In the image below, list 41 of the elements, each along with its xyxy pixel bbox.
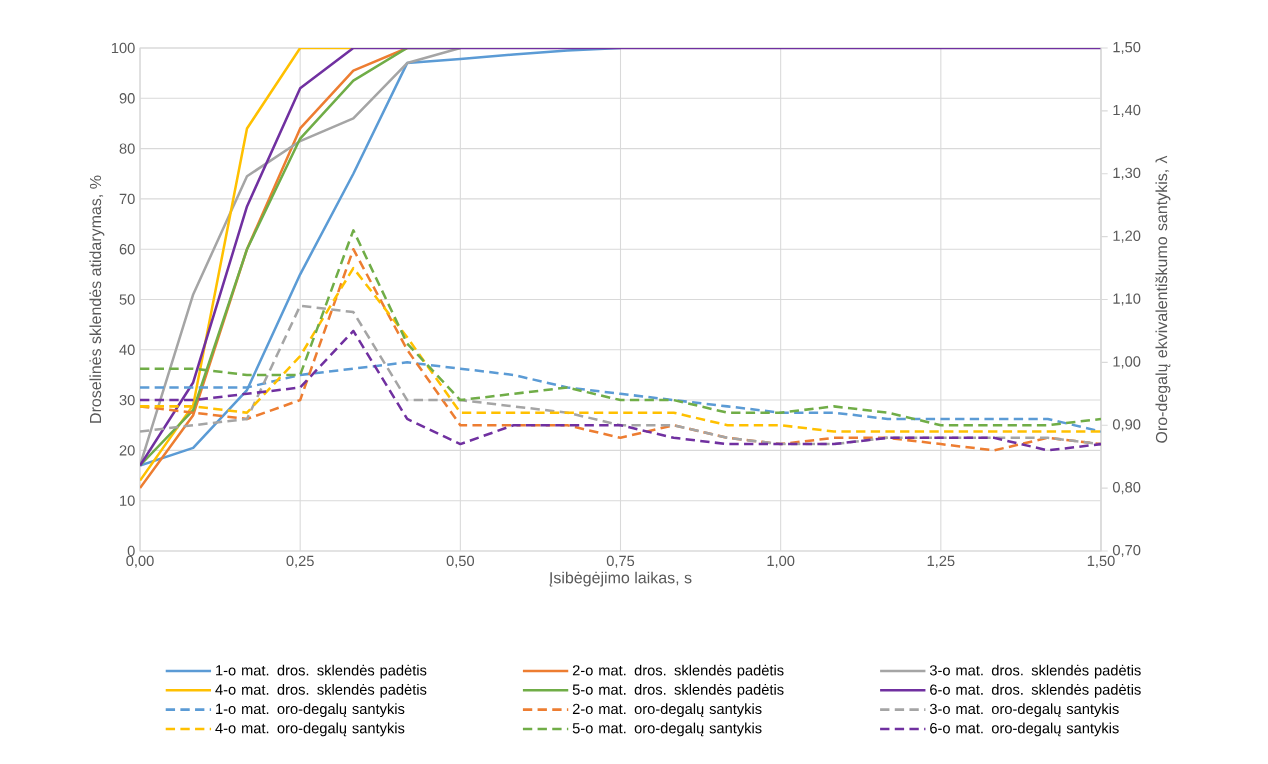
x-tick-label: 0,75 — [606, 555, 635, 568]
x-tick-label: 1,25 — [927, 555, 955, 568]
y-tick-label: 100 — [111, 42, 135, 54]
x-tick-label: 1,50 — [1087, 555, 1115, 568]
y-tick-label: 0 — [127, 545, 135, 557]
legend-label: 2-o mat. dros. sklendės padėtis — [572, 664, 784, 679]
y-tick-label: 60 — [119, 244, 135, 255]
y2-tick-label: 1,10 — [1113, 293, 1141, 306]
x-axis-title: Įsibėgėjimo laikas, s — [549, 571, 692, 587]
y-tick-label: 40 — [119, 344, 135, 355]
x-tick-label: 0,25 — [286, 555, 314, 568]
y2-tick-label: 0,80 — [1112, 482, 1141, 495]
y2-tick-label: 1,40 — [1113, 104, 1141, 117]
legend-label: 3-o mat. oro-degalų santykis — [929, 703, 1119, 717]
y2-tick-label: 1,30 — [1113, 167, 1141, 180]
legend-label: 5-o mat. oro-degalų santykis — [572, 722, 762, 737]
y-tick-label: 10 — [120, 495, 135, 506]
x-tick-label: 1,00 — [767, 555, 795, 568]
legend-label: 5-o mat. dros. sklendės padėtis — [572, 684, 784, 698]
legend-label: 2-o mat. oro-degalų santykis — [572, 703, 762, 717]
x-tick-label: 0,00 — [126, 555, 154, 568]
legend-label: 4-o mat. dros. sklendės padėtis — [215, 684, 427, 698]
y2-axis-title: Oro-degalų ekvivalentiškumo santykis, λ — [1155, 155, 1171, 443]
y-tick-label: 20 — [119, 445, 135, 456]
y2-tick-label: 1,50 — [1113, 41, 1141, 55]
y-axis-title: Droselinės sklendės atidarymas, % — [89, 175, 105, 423]
legend-label: 1-o mat. oro-degalų santykis — [216, 703, 405, 717]
y-tick-label: 70 — [119, 193, 135, 205]
legend-label: 6-o mat. dros. sklendės padėtis — [930, 684, 1141, 698]
legend-label: 4-o mat. oro-degalų santykis — [215, 722, 405, 737]
legend-label: 1-o mat. dros. sklendės padėtis — [216, 664, 427, 679]
y-tick-label: 90 — [119, 93, 135, 104]
legend-label: 3-o mat. dros. sklendės padėtis — [929, 664, 1141, 679]
y2-tick-label: 0,90 — [1112, 419, 1141, 432]
legend-label: 6-o mat. oro-degalų santykis — [930, 722, 1119, 737]
y-tick-label: 80 — [119, 143, 135, 154]
y2-tick-label: 1,20 — [1113, 230, 1141, 243]
y-tick-label: 50 — [119, 294, 135, 305]
x-tick-label: 0,50 — [446, 555, 475, 568]
y-tick-label: 30 — [119, 394, 135, 406]
y2-tick-label: 1,00 — [1113, 356, 1141, 369]
